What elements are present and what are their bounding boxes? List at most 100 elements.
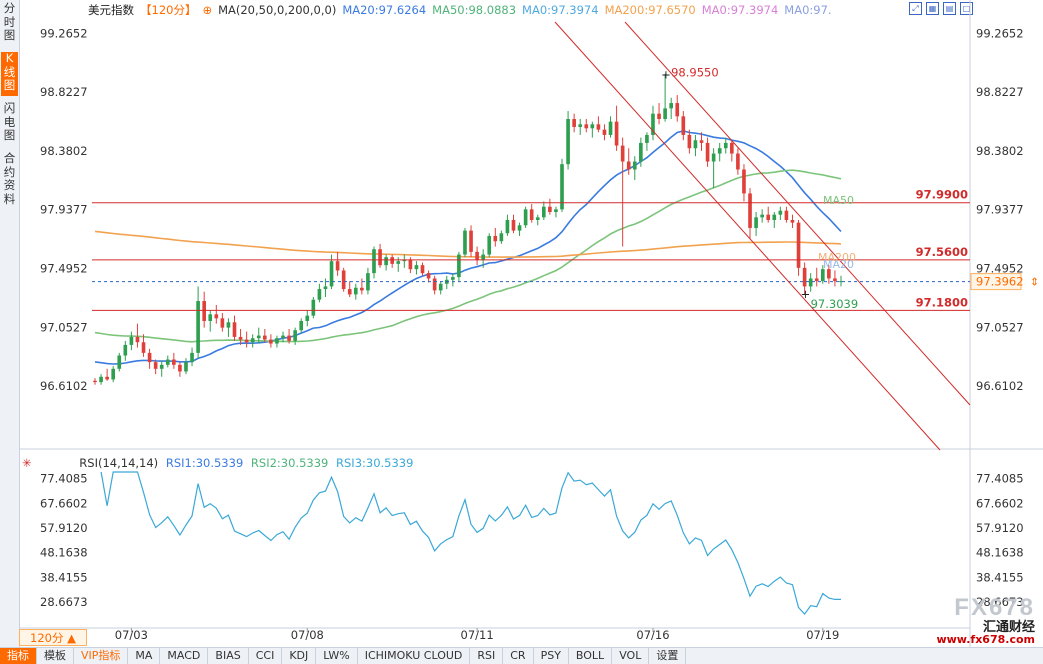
chart-overlays: 97.9900 97.5600 97.1800 97.3962 ⇕ MA50 MA200MA… [92, 21, 1039, 451]
candle-body [402, 259, 407, 262]
indicator-tab[interactable]: BOLL [569, 648, 613, 664]
candle-body [778, 210, 783, 215]
candle-body [766, 214, 771, 220]
price-tick-left: 99.2652 [40, 26, 88, 40]
indicator-tab[interactable]: LW% [316, 648, 358, 664]
candle-body [784, 210, 789, 220]
indicator-tab[interactable]: MACD [160, 648, 209, 664]
chart-header: 美元指数 【120分】 ⊕ MA(20,50,0,200,0,0) MA20:97.62… [88, 2, 838, 18]
level-label: 97.1800 [916, 295, 968, 309]
candle-body [378, 249, 382, 266]
indicator-tab[interactable]: 模板 [37, 648, 74, 664]
low-marker: + [801, 287, 811, 301]
candle-body [457, 254, 461, 278]
ma50-value: MA50:98.0883 [432, 3, 517, 17]
rsi-tick-right: 38.4155 [976, 570, 1024, 584]
layout-icon[interactable]: ▤ [943, 2, 956, 15]
watermark-logo: FX678 [954, 594, 1035, 621]
price-tick-right: 97.4952 [976, 261, 1024, 275]
price-tick-right: 99.2652 [976, 26, 1024, 40]
candle-body [432, 278, 437, 291]
candle-body [505, 219, 510, 234]
candle-body [426, 273, 431, 279]
price-tick-left: 97.4952 [40, 261, 88, 275]
ma50-line [94, 169, 842, 343]
candle-body [323, 286, 328, 290]
indicator-tab[interactable]: CR [503, 648, 534, 664]
candle-body [293, 330, 297, 341]
ma200-value: MA200:97.6570 [604, 3, 696, 17]
grid-icon[interactable]: ▦ [926, 2, 939, 15]
candle-body [511, 219, 516, 231]
candle-body [827, 269, 831, 279]
candle-body [742, 169, 746, 194]
indicator-tab[interactable]: VIP指标 [74, 648, 129, 664]
price-tick-left: 98.8227 [40, 85, 88, 99]
candle-body [117, 355, 122, 369]
indicator-tab[interactable]: ICHIMOKU CLOUD [358, 648, 471, 664]
candle-body [754, 217, 758, 228]
indicator-tab[interactable]: 指标 [0, 648, 37, 664]
high-marker: + [661, 67, 671, 81]
price-tick-left: 97.9377 [40, 203, 88, 217]
tab-flash[interactable]: 闪电图 [3, 101, 16, 142]
price-tick-right: 98.8227 [976, 85, 1024, 99]
candle-body [99, 376, 103, 383]
level-label: 97.5600 [916, 245, 968, 259]
indicator-tab[interactable]: RSI [470, 648, 504, 664]
candle-body [463, 230, 467, 255]
ma0-value-b: MA0:97.3974 [701, 3, 779, 17]
candle-body [802, 267, 807, 287]
indicator-tab[interactable]: BIAS [208, 648, 249, 664]
candle-body [681, 116, 686, 135]
indicator-tab[interactable]: PSY [534, 648, 569, 664]
candle-body [238, 336, 243, 340]
candle-body [129, 336, 134, 345]
level-label: 97.9900 [916, 188, 968, 202]
candle-body [705, 142, 710, 162]
candle-body [748, 193, 752, 228]
candle-body [711, 153, 716, 162]
candle-body [584, 124, 589, 129]
ma200-tag: MA200 [818, 251, 856, 264]
ma20-tag: MA20 [823, 258, 854, 271]
candle-body [220, 318, 225, 328]
rsi-tick-right: 28.6673 [976, 595, 1024, 609]
candle-body [626, 161, 631, 170]
candle-body [105, 376, 109, 380]
settings-icon[interactable]: ⊕ [202, 3, 213, 17]
candle-body [147, 352, 152, 363]
candle-body [384, 257, 388, 266]
candle-body [141, 342, 146, 353]
current-price-box [970, 273, 1022, 291]
tab-timeshare[interactable]: 分时图 [3, 1, 16, 42]
candle-body [493, 235, 498, 242]
fullscreen-icon[interactable]: ⤢ [909, 2, 922, 15]
indicator-tab[interactable]: 设置 [649, 648, 687, 664]
candle-body [548, 206, 552, 213]
period-select[interactable]: 120分 ▲ [19, 629, 87, 646]
candle-body [620, 145, 625, 162]
indicator-tab[interactable]: VOL [612, 648, 650, 664]
candle-body [159, 364, 164, 369]
indicator-tab[interactable]: KDJ [282, 648, 317, 664]
indicator-tab[interactable]: CCI [249, 648, 283, 664]
maximize-icon[interactable]: □ [960, 2, 973, 15]
candle-body [335, 261, 340, 271]
candle-body [390, 257, 395, 264]
indicator-tab[interactable]: MA [128, 648, 161, 664]
candle-body [311, 299, 316, 316]
period-label[interactable]: 【120分】 [140, 3, 197, 17]
tab-contract-info[interactable]: 合约资料 [3, 151, 16, 206]
rsi1-value: RSI1:30.5339 [165, 456, 244, 470]
candle-body [250, 338, 255, 343]
candle-body [723, 142, 728, 149]
date-label: 07/11 [461, 628, 494, 642]
ma50-tag: MA50 [823, 194, 854, 207]
candle-body [214, 314, 219, 319]
candle-body [360, 287, 364, 291]
watermark-url: www.fx678.com [936, 633, 1035, 646]
rsi-icon[interactable]: ✳ [22, 456, 32, 470]
